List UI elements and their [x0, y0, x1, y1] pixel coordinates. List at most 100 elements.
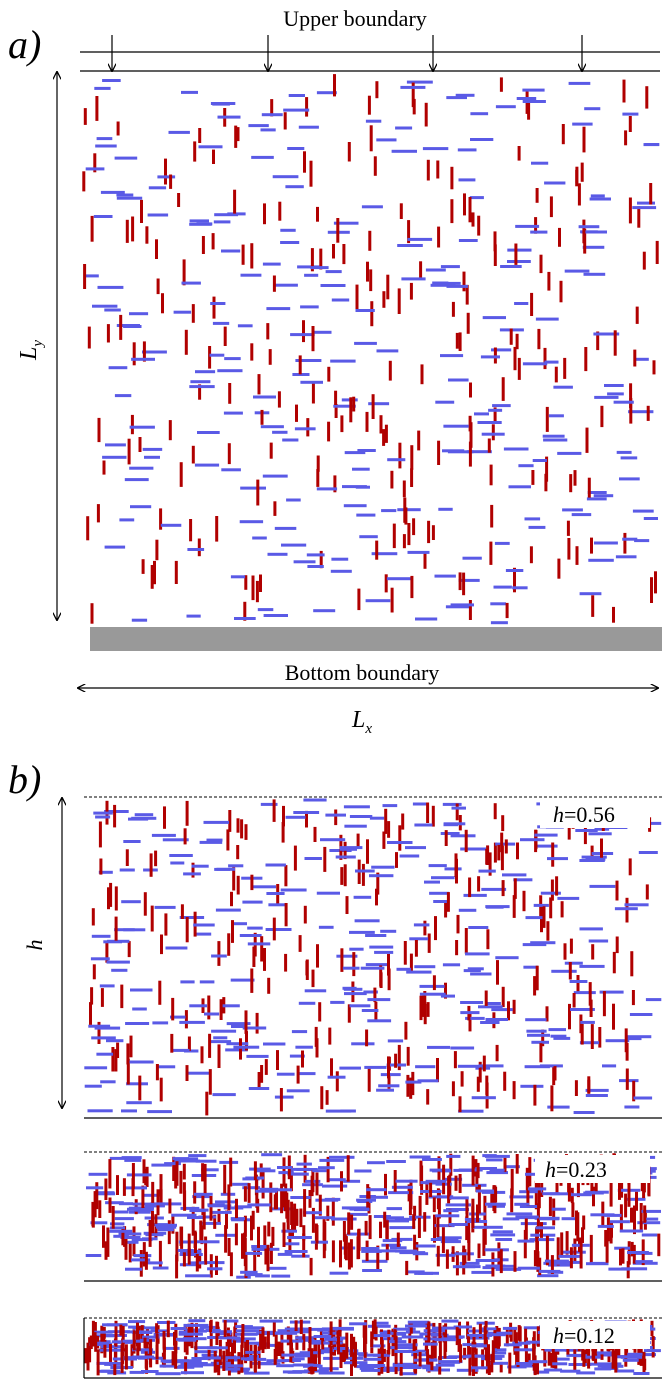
horizontal-rod — [548, 1028, 566, 1032]
horizontal-rod — [481, 432, 505, 436]
horizontal-rod — [85, 1254, 102, 1257]
vertical-rod — [446, 892, 450, 912]
vertical-rod — [403, 941, 407, 965]
horizontal-rod — [423, 1342, 438, 1346]
vertical-rod — [395, 852, 398, 868]
horizontal-rod — [457, 148, 477, 152]
horizontal-rod — [440, 1335, 463, 1339]
horizontal-rod — [249, 1167, 271, 1171]
horizontal-rod — [188, 1319, 206, 1323]
vertical-rod — [266, 323, 270, 340]
vertical-rod — [93, 1191, 97, 1218]
horizontal-rod — [492, 404, 511, 408]
horizontal-rod — [268, 903, 286, 907]
vertical-rod — [394, 1350, 398, 1375]
vertical-rod — [310, 1350, 314, 1374]
vertical-rod — [493, 244, 497, 266]
horizontal-rod — [106, 960, 130, 964]
vertical-rod — [577, 183, 581, 206]
horizontal-rod — [368, 1195, 388, 1199]
vertical-rod — [604, 1230, 608, 1247]
horizontal-rod — [322, 1331, 337, 1335]
horizontal-rod — [432, 281, 449, 285]
vertical-rod — [255, 1012, 259, 1034]
vertical-rod — [229, 1252, 233, 1277]
horizontal-rod — [180, 1371, 204, 1375]
horizontal-rod — [429, 891, 450, 895]
rod-packing-initial — [82, 74, 660, 625]
horizontal-rod — [562, 508, 583, 512]
load-arrows — [112, 35, 582, 71]
vertical-rod — [478, 1061, 482, 1083]
vertical-rod — [602, 991, 606, 1017]
horizontal-rod — [480, 1327, 497, 1331]
horizontal-rod — [626, 1352, 647, 1356]
vertical-rod — [340, 948, 344, 972]
vertical-rod — [205, 1091, 209, 1116]
vertical-rod — [159, 1189, 163, 1206]
vertical-rod — [198, 384, 202, 400]
vertical-rod — [334, 809, 338, 826]
vertical-rod — [455, 803, 459, 821]
horizontal-rod — [126, 1173, 152, 1177]
vertical-rod — [432, 975, 436, 991]
horizontal-rod — [330, 1000, 345, 1004]
vertical-rod — [302, 1333, 306, 1351]
horizontal-rod — [544, 1348, 570, 1352]
vertical-rod — [399, 1351, 403, 1376]
vertical-rod — [624, 130, 628, 146]
horizontal-rod — [221, 1356, 246, 1360]
horizontal-rod — [512, 586, 528, 590]
horizontal-rod — [157, 1228, 174, 1232]
horizontal-rod — [380, 929, 397, 933]
vertical-rod — [154, 1214, 158, 1240]
horizontal-rod — [180, 1206, 200, 1210]
horizontal-rod — [512, 1341, 531, 1345]
vertical-rod — [293, 1203, 297, 1231]
vertical-rod — [240, 1333, 244, 1348]
horizontal-rod — [226, 1022, 251, 1026]
horizontal-rod — [212, 1093, 236, 1097]
horizontal-rod — [448, 378, 469, 382]
horizontal-rod — [396, 967, 412, 971]
vertical-rod — [202, 1208, 206, 1230]
vertical-rod — [83, 264, 87, 289]
horizontal-rod — [193, 1192, 213, 1196]
horizontal-rod — [470, 138, 494, 141]
horizontal-rod — [538, 1269, 561, 1273]
horizontal-rod — [256, 1169, 276, 1173]
horizontal-rod — [622, 112, 639, 116]
vertical-rod — [642, 251, 646, 270]
vertical-rod — [246, 1340, 249, 1357]
vertical-rod — [387, 1329, 391, 1355]
horizontal-rod — [243, 1354, 259, 1358]
horizontal-rod — [201, 1168, 219, 1172]
vertical-rod — [581, 1227, 584, 1243]
vertical-rod — [114, 1320, 118, 1347]
horizontal-rod — [215, 1200, 237, 1204]
vertical-rod — [339, 1338, 343, 1368]
vertical-rod — [386, 274, 390, 300]
horizontal-rod — [195, 1159, 217, 1163]
vertical-rod — [545, 406, 549, 432]
horizontal-rod — [494, 541, 510, 545]
horizontal-rod — [376, 138, 397, 142]
horizontal-rod — [373, 1215, 391, 1218]
horizontal-rod — [195, 370, 216, 374]
vertical-rod — [495, 1044, 499, 1062]
horizontal-rod — [131, 1258, 151, 1262]
vertical-rod — [552, 1198, 556, 1226]
vertical-rod — [532, 1347, 536, 1371]
vertical-rod — [426, 1349, 430, 1365]
vertical-rod — [399, 203, 403, 219]
vertical-rod — [279, 1088, 283, 1112]
vertical-rod — [349, 1239, 353, 1268]
vertical-rod — [335, 1071, 339, 1092]
vertical-rod — [409, 1077, 413, 1099]
vertical-rod — [582, 1215, 586, 1230]
vertical-rod — [375, 81, 379, 99]
horizontal-rod — [230, 1217, 245, 1221]
vertical-rod — [384, 424, 388, 443]
vertical-rod — [159, 508, 163, 530]
vertical-rod — [505, 602, 509, 619]
